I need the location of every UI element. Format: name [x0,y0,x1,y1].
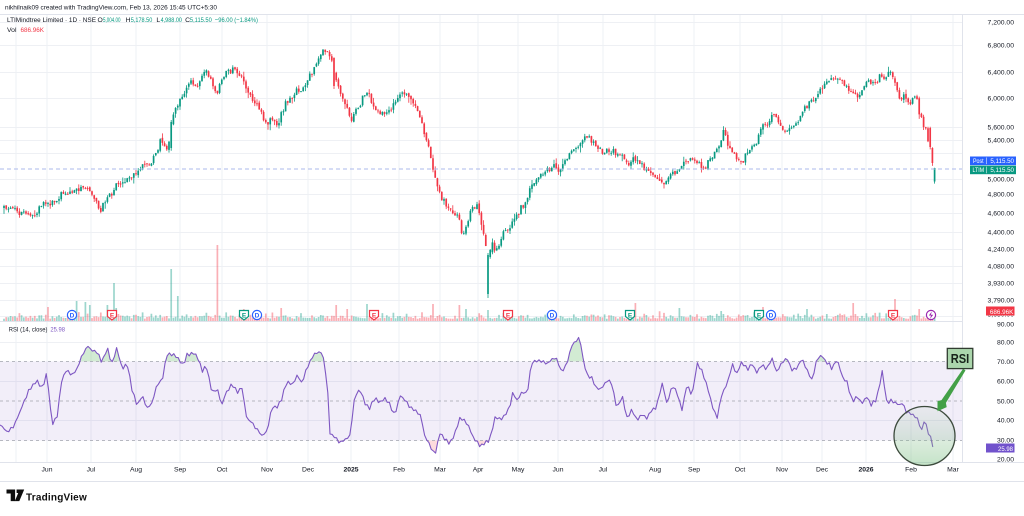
svg-text:60.00: 60.00 [997,378,1014,385]
svg-text:4,600.00: 4,600.00 [988,210,1015,217]
svg-text:Nov: Nov [776,467,789,474]
svg-text:Oct: Oct [217,467,228,474]
svg-text:Mar: Mar [434,467,446,474]
svg-text:May: May [512,467,525,474]
svg-text:Vol: Vol [7,27,17,34]
svg-text:LTIMindtree Limited · 1D · NSE: LTIMindtree Limited · 1D · NSE [7,17,96,24]
svg-text:4,400.00: 4,400.00 [988,229,1015,236]
svg-text:3,790.00: 3,790.00 [988,297,1015,304]
svg-text:4,800.00: 4,800.00 [988,191,1015,198]
svg-text:RSI (14, close): RSI (14, close) [9,327,48,334]
svg-text:−96.00 (−1.84%): −96.00 (−1.84%) [215,17,258,24]
svg-text:3,650.00: 3,650.00 [988,312,1015,319]
svg-text:50.00: 50.00 [997,398,1014,405]
svg-text:E: E [891,312,896,319]
svg-text:Dec: Dec [302,467,315,474]
svg-text:Jun: Jun [42,467,53,474]
svg-text:3,930.00: 3,930.00 [988,280,1015,287]
svg-text:Aug: Aug [649,467,661,474]
svg-text:4,988.00: 4,988.00 [161,17,183,24]
svg-text:686.96K: 686.96K [21,27,45,34]
svg-text:5,600.00: 5,600.00 [988,124,1015,131]
svg-text:30.00: 30.00 [997,437,1014,444]
svg-text:5,004.00: 5,004.00 [103,17,121,24]
svg-text:70.00: 70.00 [997,359,1014,366]
svg-text:40.00: 40.00 [997,417,1014,424]
svg-text:25.98: 25.98 [50,327,65,334]
svg-text:686.96K: 686.96K [990,309,1014,316]
svg-text:6,800.00: 6,800.00 [988,42,1015,49]
svg-text:5,115.50: 5,115.50 [190,17,212,24]
svg-text:E: E [757,312,762,319]
svg-text:E: E [506,312,511,319]
svg-text:Jul: Jul [87,467,96,474]
svg-text:5,400.00: 5,400.00 [988,137,1015,144]
svg-text:D: D [70,313,75,320]
svg-text:25.98: 25.98 [998,446,1013,453]
svg-text:Sep: Sep [174,467,186,474]
svg-text:2026: 2026 [858,467,873,474]
svg-text:5,000.00: 5,000.00 [988,176,1015,183]
svg-text:L: L [156,17,160,24]
svg-text:2025: 2025 [343,467,358,474]
svg-text:Nov: Nov [261,467,274,474]
svg-text:Mar: Mar [947,467,959,474]
svg-text:Post: Post [973,158,984,165]
svg-text:E: E [628,312,633,319]
svg-text:Feb: Feb [905,467,917,474]
svg-text:Jul: Jul [599,467,608,474]
svg-text:O: O [98,17,103,24]
svg-text:4,240.00: 4,240.00 [988,246,1015,253]
svg-text:D: D [769,313,774,320]
svg-text:20.00: 20.00 [997,456,1014,463]
svg-text:5,115.50: 5,115.50 [990,167,1014,174]
svg-text:Dec: Dec [816,467,829,474]
svg-text:6,400.00: 6,400.00 [988,69,1015,76]
svg-text:C: C [185,17,190,24]
svg-text:nikhilnaik09 created with Trad: nikhilnaik09 created with TradingView.co… [5,5,217,12]
svg-text:Jun: Jun [553,467,564,474]
svg-text:Apr: Apr [473,467,484,474]
svg-text:D: D [550,313,555,320]
svg-text:H: H [126,17,131,24]
svg-text:90.00: 90.00 [997,321,1014,328]
svg-text:TradingView: TradingView [26,493,87,504]
svg-text:Sep: Sep [688,467,700,474]
svg-text:6,000.00: 6,000.00 [988,95,1015,102]
svg-text:4,080.00: 4,080.00 [988,263,1015,270]
svg-text:E: E [242,312,247,319]
svg-text:5,178.50: 5,178.50 [131,17,153,24]
svg-text:RSI: RSI [951,351,970,366]
svg-text:E: E [372,312,377,319]
svg-text:E: E [110,312,115,319]
svg-text:7,200.00: 7,200.00 [988,19,1015,26]
svg-text:Oct: Oct [735,467,746,474]
svg-text:LTIM: LTIM [973,167,985,174]
svg-text:Feb: Feb [393,467,405,474]
svg-text:80.00: 80.00 [997,339,1014,346]
svg-text:D: D [255,313,260,320]
svg-text:5,115.50: 5,115.50 [990,158,1014,165]
svg-text:Aug: Aug [130,467,142,474]
